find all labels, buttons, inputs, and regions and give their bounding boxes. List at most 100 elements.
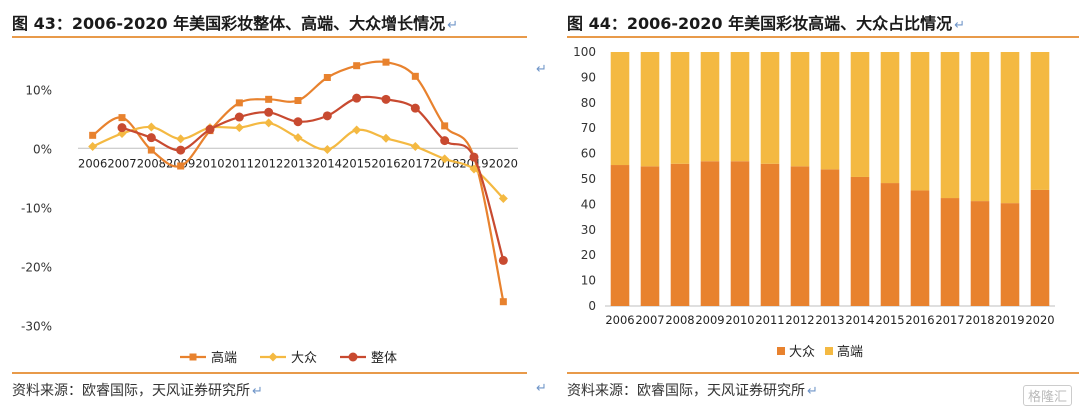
data-point bbox=[469, 164, 479, 174]
bar-segment bbox=[700, 52, 720, 162]
x-tick-label: 2009 bbox=[695, 313, 724, 327]
bar-segment bbox=[1030, 52, 1050, 190]
data-point bbox=[381, 133, 391, 143]
figure-44: 图 44：2006-2020 年美国彩妆高端、大众占比情况 ↵ 0 10 20 30 40… bbox=[555, 0, 1080, 412]
data-point bbox=[118, 114, 126, 122]
figure-title: 图 44：2006-2020 年美国彩妆高端、大众占比情况 ↵ bbox=[567, 14, 966, 33]
data-point bbox=[117, 123, 127, 133]
watermark-logo: 格隆汇 bbox=[1022, 385, 1072, 406]
bar-segment bbox=[1030, 189, 1050, 306]
x-tick-label: 2010 bbox=[725, 313, 754, 327]
data-point bbox=[176, 145, 186, 155]
y-tick-label: 10 bbox=[581, 274, 596, 288]
bar-segment bbox=[1000, 203, 1020, 306]
legend-marker bbox=[348, 352, 358, 362]
data-point bbox=[469, 152, 479, 162]
bar-segment bbox=[730, 161, 750, 306]
data-point bbox=[234, 123, 244, 133]
bar-segment bbox=[730, 52, 750, 162]
y-tick-label: 100 bbox=[573, 45, 596, 59]
data-point bbox=[234, 112, 244, 122]
data-point bbox=[410, 142, 420, 152]
x-tick-label: 2006 bbox=[78, 156, 107, 170]
x-tick-label: 2006 bbox=[605, 313, 634, 327]
return-mark: ↵ bbox=[536, 62, 547, 77]
y-tick-label: 50 bbox=[581, 172, 596, 186]
data-point bbox=[293, 117, 303, 127]
bar-segment bbox=[610, 165, 630, 306]
data-point bbox=[147, 146, 155, 154]
figure-43: 图 43：2006-2020 年美国彩妆整体、高端、大众增长情况 ↵ 10% 0% -… bbox=[12, 14, 547, 399]
bar-segment bbox=[670, 52, 690, 164]
x-tick-label: 2018 bbox=[965, 313, 994, 327]
data-point bbox=[146, 133, 156, 143]
x-tick-label: 2017 bbox=[935, 313, 964, 327]
y-tick-label: -20% bbox=[21, 260, 52, 274]
source-rule bbox=[567, 372, 1079, 374]
x-tick-label: 2017 bbox=[401, 156, 430, 170]
bar-segment bbox=[790, 52, 810, 167]
title-rule bbox=[567, 36, 1079, 38]
x-tick-label: 2015 bbox=[875, 313, 904, 327]
legend-label: 高端 bbox=[837, 344, 863, 360]
title-rule bbox=[12, 36, 527, 38]
bar-segment bbox=[850, 176, 870, 306]
return-mark: ↵ bbox=[954, 18, 966, 33]
bar-segment bbox=[760, 52, 780, 164]
data-point bbox=[381, 94, 391, 104]
y-tick-label: 0 bbox=[588, 299, 596, 313]
x-tick-label: 2007 bbox=[107, 156, 136, 170]
x-tick-label: 2016 bbox=[371, 156, 400, 170]
x-tick-label: 2019 bbox=[459, 156, 488, 170]
legend-label: 高端 bbox=[211, 350, 237, 366]
bar-segment bbox=[820, 169, 840, 306]
data-point bbox=[498, 193, 508, 203]
data-point bbox=[352, 125, 362, 135]
bar-segment bbox=[940, 52, 960, 199]
x-tick-label: 2012 bbox=[785, 313, 814, 327]
data-point bbox=[176, 134, 186, 144]
y-tick-label: 40 bbox=[581, 197, 596, 211]
series-line bbox=[121, 95, 505, 261]
x-tick-label: 2011 bbox=[225, 156, 254, 170]
data-point bbox=[323, 74, 331, 81]
y-tick-label: -30% bbox=[21, 319, 52, 333]
data-point bbox=[353, 62, 361, 70]
x-tick-label: 2011 bbox=[755, 313, 784, 327]
bar-segment bbox=[790, 166, 810, 306]
data-point bbox=[146, 122, 156, 132]
legend-swatch bbox=[825, 347, 833, 355]
y-tick-label: 20 bbox=[581, 248, 596, 262]
y-tick-label: -10% bbox=[21, 201, 52, 215]
source-note: 资料来源：欧睿国际，天风证券研究所 ↵ bbox=[12, 383, 263, 399]
legend-label: 大众 bbox=[789, 345, 815, 360]
data-point bbox=[499, 298, 507, 306]
data-point bbox=[293, 133, 303, 143]
data-point bbox=[264, 118, 274, 128]
return-mark: ↵ bbox=[807, 384, 818, 399]
x-tick-label: 2015 bbox=[342, 156, 371, 170]
x-tick-label: 2008 bbox=[137, 156, 166, 170]
legend-label: 整体 bbox=[371, 351, 397, 366]
x-tick-label: 2020 bbox=[489, 156, 518, 170]
bar-segment bbox=[940, 198, 960, 306]
return-mark: ↵ bbox=[252, 384, 263, 399]
data-point bbox=[352, 93, 362, 103]
data-point bbox=[440, 136, 450, 146]
x-tick-label: 2012 bbox=[254, 156, 283, 170]
data-point bbox=[441, 122, 449, 130]
return-mark: ↵ bbox=[536, 381, 547, 396]
source-note: 资料来源：欧睿国际，天风证券研究所 ↵ bbox=[567, 383, 818, 399]
legend-marker bbox=[189, 353, 197, 361]
data-point bbox=[322, 111, 332, 121]
data-point bbox=[264, 107, 274, 117]
data-point bbox=[294, 97, 302, 105]
bar-segment bbox=[910, 52, 930, 191]
data-point bbox=[177, 162, 185, 170]
data-point bbox=[205, 124, 215, 134]
x-tick-label: 2007 bbox=[635, 313, 664, 327]
data-point bbox=[235, 99, 243, 107]
y-tick-label: 30 bbox=[581, 223, 596, 237]
bar-segment bbox=[880, 183, 900, 306]
legend-label: 大众 bbox=[291, 351, 317, 366]
